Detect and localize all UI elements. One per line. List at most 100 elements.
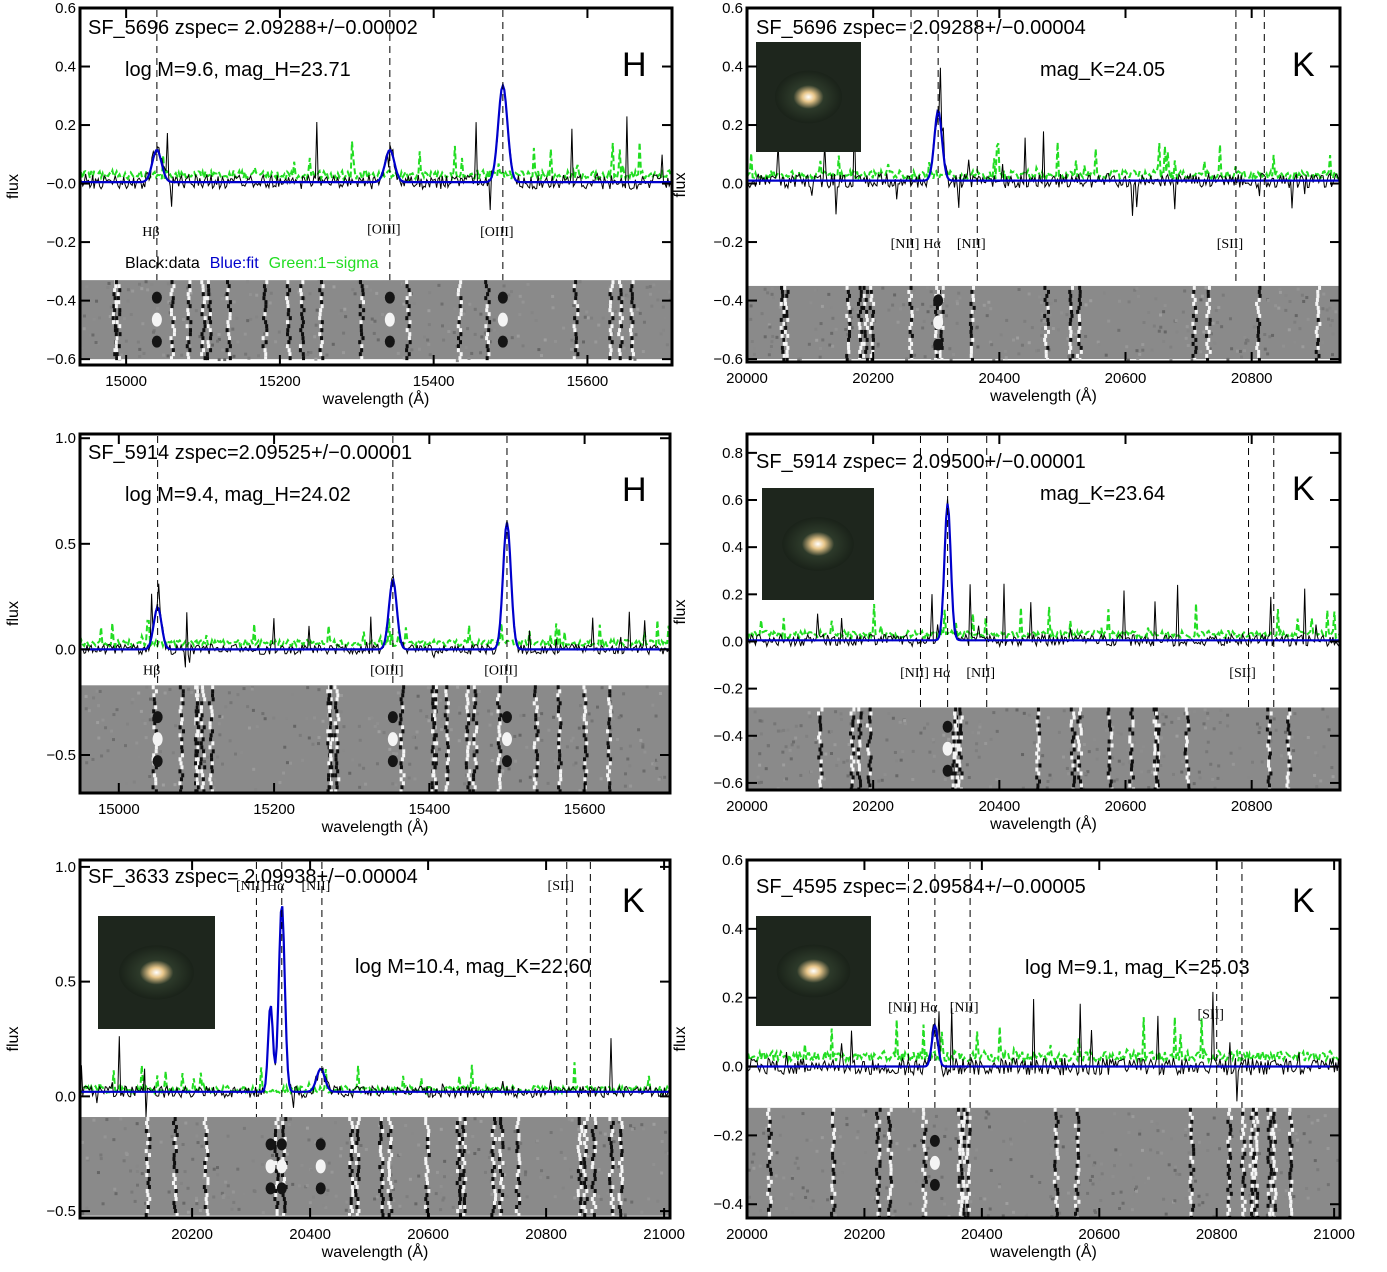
sky-residual	[607, 745, 611, 750]
sky-residual	[1250, 1211, 1254, 1216]
sky-residual	[471, 717, 475, 722]
sky-residual	[1070, 313, 1074, 318]
sky-residual	[924, 1191, 928, 1196]
sky-residual	[924, 1127, 928, 1132]
sky-residual	[830, 1147, 834, 1152]
sky-residual	[818, 715, 822, 720]
strip-noise	[297, 1184, 301, 1188]
sky-residual	[427, 1141, 431, 1146]
band-label: H	[622, 46, 647, 84]
strip-noise	[410, 1132, 414, 1136]
sky-residual	[435, 781, 439, 786]
sky-residual	[1079, 707, 1083, 712]
sky-residual	[117, 284, 121, 289]
strip-noise	[1116, 731, 1120, 735]
sky-residual	[118, 332, 122, 337]
sky-residual	[768, 1155, 772, 1160]
sky-residual	[188, 280, 192, 285]
sky-residual	[607, 777, 611, 782]
strip-noise	[332, 285, 336, 289]
sky-residual	[1192, 1167, 1196, 1172]
strip-noise	[1130, 1208, 1134, 1212]
sky-residual	[1250, 1203, 1254, 1208]
sky-residual	[819, 723, 823, 728]
sky-residual	[287, 324, 291, 329]
strip-noise	[992, 711, 996, 715]
strip-noise	[1117, 328, 1121, 332]
sky-residual	[957, 743, 961, 748]
sky-residual	[445, 765, 449, 770]
strip-noise	[1301, 345, 1305, 349]
sky-residual	[200, 280, 204, 285]
strip-noise	[822, 764, 826, 768]
sky-residual	[1242, 1167, 1246, 1172]
sky-residual	[203, 1173, 207, 1178]
sky-residual	[1248, 1143, 1252, 1148]
sky-residual	[1266, 743, 1270, 748]
strip-noise	[306, 353, 310, 357]
sky-residual	[865, 313, 869, 318]
strip-noise	[163, 691, 167, 695]
sky-residual	[187, 356, 191, 361]
strip-noise	[345, 1200, 349, 1204]
sky-residual	[200, 332, 204, 337]
sky-residual	[379, 1177, 383, 1182]
sky-residual	[769, 1199, 773, 1204]
strip-noise	[100, 754, 104, 758]
sky-residual	[818, 731, 822, 736]
sky-residual	[582, 1133, 586, 1138]
sky-residual	[869, 767, 873, 772]
sky-residual	[1272, 1111, 1276, 1116]
strip-noise	[84, 694, 88, 698]
x-tick-label: 20600	[407, 1226, 449, 1243]
sky-residual	[434, 685, 438, 690]
sky-residual	[426, 1125, 430, 1130]
x-axis-title: wavelength (Å)	[321, 1242, 429, 1261]
strip-noise	[932, 754, 936, 758]
sky-residual	[969, 333, 973, 338]
strip-noise	[1005, 1201, 1009, 1205]
strip-noise	[427, 719, 431, 723]
strip-noise	[142, 351, 146, 355]
sky-residual	[876, 1135, 880, 1140]
sky-residual	[498, 765, 502, 770]
sky-residual	[492, 1141, 496, 1146]
sky-residual	[868, 707, 872, 712]
strip-noise	[1294, 1132, 1298, 1136]
strip-noise	[173, 783, 177, 787]
sky-residual	[1255, 345, 1259, 350]
sky-residual	[1154, 723, 1158, 728]
strip-noise	[652, 1122, 656, 1126]
panel-6: [NII] Hα [NII] [SII]20000 20200 20400 20600 208…	[672, 852, 1355, 1261]
sky-residual	[1286, 779, 1290, 784]
sky-residual	[145, 1121, 149, 1126]
strip-noise	[561, 1186, 565, 1190]
sky-residual	[1108, 755, 1112, 760]
strip-noise	[642, 1127, 646, 1131]
strip-noise	[610, 756, 614, 760]
sky-residual	[356, 1129, 360, 1134]
sky-residual	[922, 1111, 926, 1116]
sky-residual	[830, 1183, 834, 1188]
sky-residual	[1154, 739, 1158, 744]
strip-noise	[814, 738, 818, 742]
sky-residual	[181, 701, 185, 706]
sky-residual	[457, 1133, 461, 1138]
sky-residual	[319, 324, 323, 329]
strip-noise	[1132, 1192, 1136, 1196]
strip-noise	[1167, 1163, 1171, 1167]
sky-residual	[619, 304, 623, 309]
strip-noise	[528, 775, 532, 779]
sky-residual	[349, 1133, 353, 1138]
sky-residual	[769, 1171, 773, 1176]
sky-residual	[274, 1193, 278, 1198]
sky-residual	[461, 1153, 465, 1158]
sky-residual	[329, 757, 333, 762]
strip-noise	[626, 757, 630, 761]
sky-residual	[619, 1133, 623, 1138]
sky-residual	[958, 763, 962, 768]
sky-residual	[831, 1143, 835, 1148]
sky-residual	[1255, 301, 1259, 306]
strip-noise	[648, 285, 652, 289]
strip-noise	[1077, 1182, 1081, 1186]
